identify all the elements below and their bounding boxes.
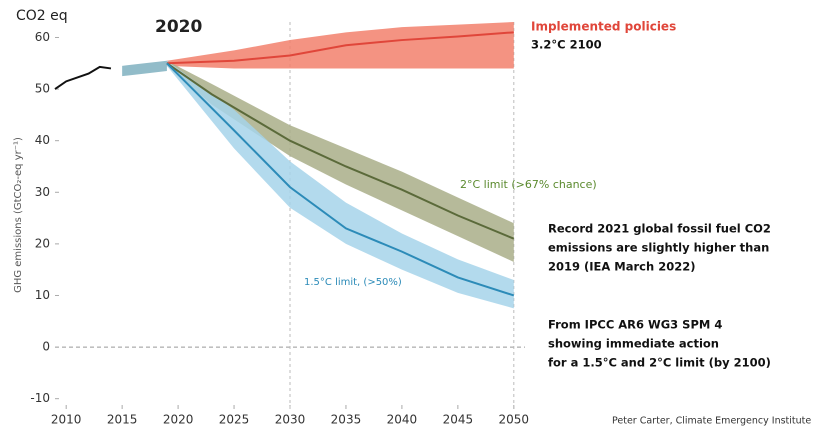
series-line (166, 31, 514, 65)
legend-label: Implemented policies (531, 20, 676, 34)
chart-title: 2020 (155, 17, 202, 37)
annotation: emissions are slightly higher than (548, 241, 769, 255)
y-tick-label: 10 (35, 288, 50, 302)
uncertainty-band (166, 60, 514, 262)
annotation: for a 1.5°C and 2°C limit (by 2100) (548, 356, 771, 370)
y-tick-label: 30 (35, 185, 50, 199)
unit-label: CO2 eq (16, 8, 68, 24)
series-line (166, 62, 515, 297)
uncertainty-band (122, 60, 167, 77)
uncertainty-band (166, 22, 514, 69)
legend-label: 1.5°C limit, (>50%) (304, 277, 402, 288)
y-axis-label: GHG emissions (GtCO₂-eq yr⁻¹) (13, 137, 24, 293)
x-tick-label: 2010 (51, 413, 82, 427)
series-line (54, 65, 112, 90)
annotation: 2019 (IEA March 2022) (548, 260, 695, 274)
annotation: From IPCC AR6 WG3 SPM 4 (548, 318, 722, 332)
y-tick-label: -10 (30, 391, 50, 405)
y-tick-label: 0 (42, 340, 50, 354)
annotation: showing immediate action (548, 337, 719, 351)
annotation: Record 2021 global fossil fuel CO2 (548, 222, 771, 236)
x-tick-label: 2035 (331, 413, 362, 427)
credit: Peter Carter, Climate Emergency Institut… (612, 416, 811, 427)
uncertainty-band (166, 60, 514, 309)
x-tick-label: 2015 (107, 413, 138, 427)
y-tick-label: 50 (35, 82, 50, 96)
x-tick-label: 2045 (443, 413, 474, 427)
series-line (166, 62, 515, 240)
y-tick-label: 20 (35, 236, 50, 250)
legend-label: 2°C limit (>67% chance) (460, 178, 597, 191)
x-tick-label: 2020 (163, 413, 194, 427)
y-tick-label: 60 (35, 30, 50, 44)
x-tick-label: 2030 (275, 413, 306, 427)
x-tick-label: 2050 (499, 413, 530, 427)
y-tick-label: 40 (35, 133, 50, 147)
annotation: 3.2°C 2100 (531, 38, 602, 52)
x-tick-label: 2040 (387, 413, 418, 427)
x-tick-label: 2025 (219, 413, 250, 427)
